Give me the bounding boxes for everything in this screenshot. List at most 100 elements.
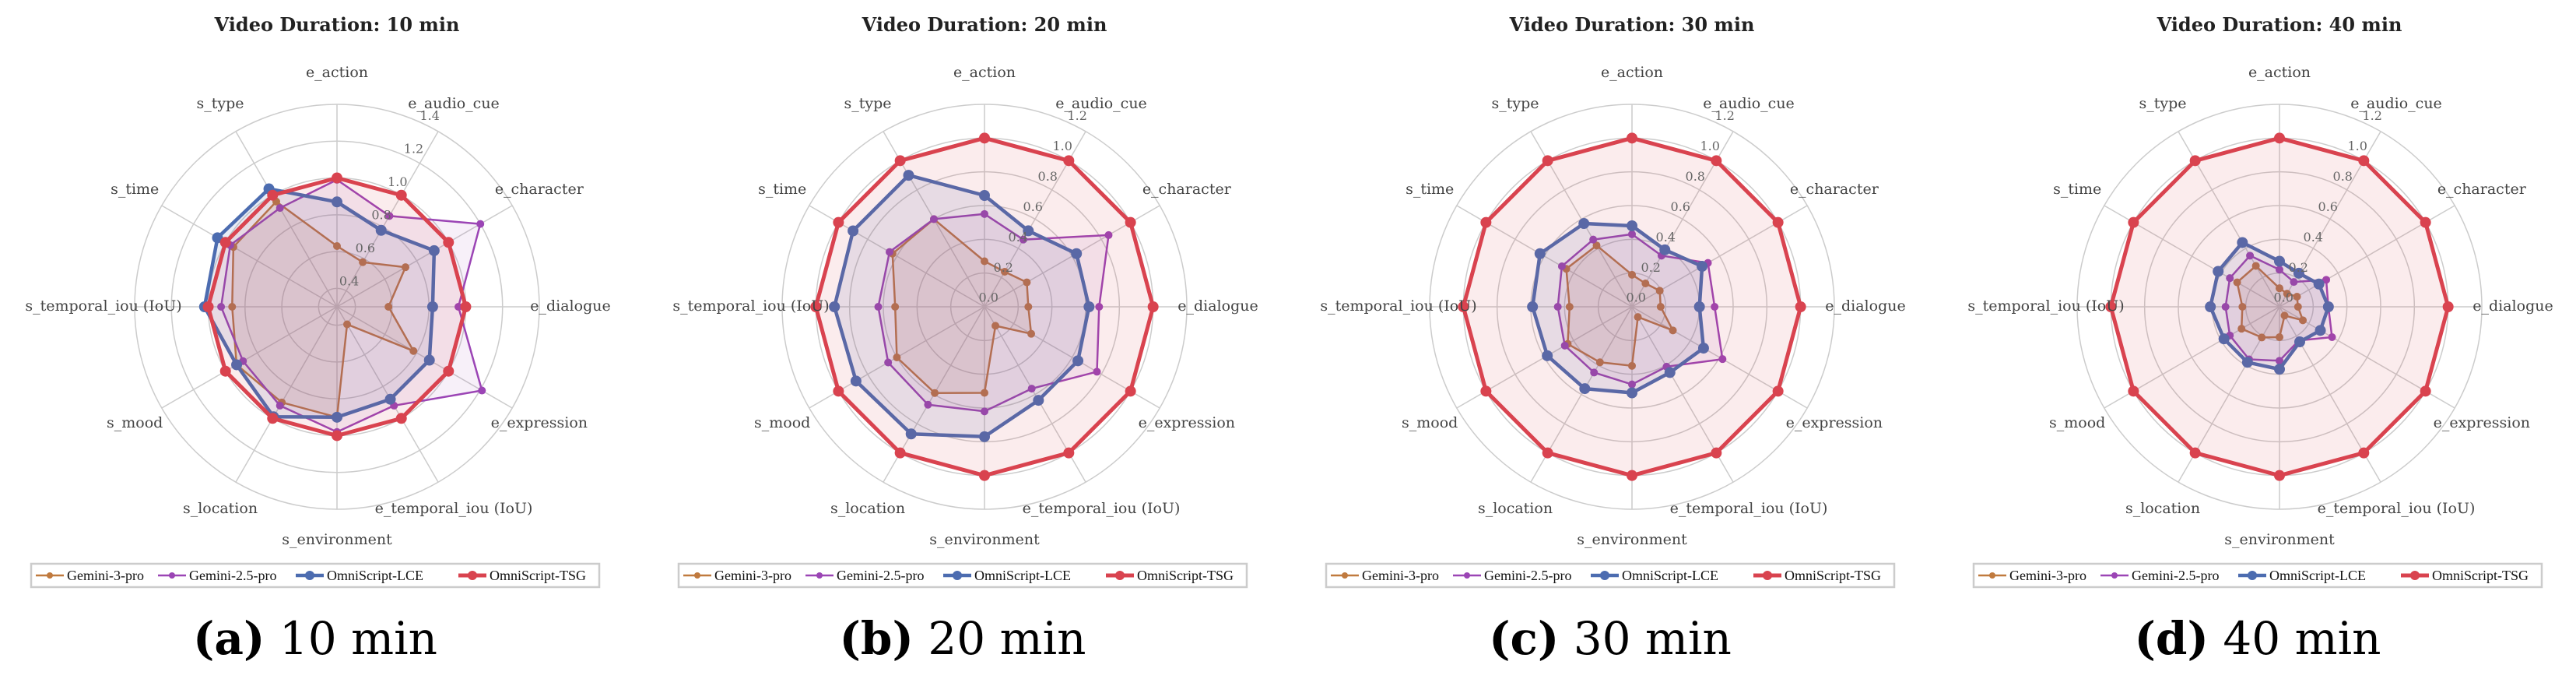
series-Gemini-3-pro-point-s_type — [2251, 262, 2260, 270]
legend: Gemini-3-pro Gemini-2.5-pro OmniScript-LCE… — [677, 562, 1248, 589]
series-OmniScript-TSG-point-e_character — [443, 237, 454, 248]
series-OmniScript-LCE-point-s_time — [848, 225, 859, 237]
series-Gemini-3-pro-point-e_action — [2276, 284, 2283, 293]
series-Gemini-3-pro-point-e_action — [333, 242, 341, 250]
axis-label: s_temporal_iou (IoU) — [1967, 297, 2124, 315]
series-OmniScript-TSG-point-e_character — [1772, 216, 1784, 228]
caption-space — [2209, 612, 2223, 665]
axis-label: s_type — [2139, 95, 2186, 112]
series-Gemini-3-pro-point-e_audio_cue — [1641, 279, 1650, 287]
caption-space — [1559, 612, 1573, 665]
series-OmniScript-TSG-point-e_expression — [443, 365, 454, 377]
legend-marker-Gemini-3-pro — [1989, 572, 1995, 579]
series-Gemini-3-pro-point-e_action — [1628, 270, 1636, 279]
radar-panel-2: Video Duration: 20 min 0.0 0.2 0.4 0.6 0.8 1.0… — [672, 13, 1258, 665]
legend-label: OmniScript-TSG — [490, 568, 586, 583]
series-OmniScript-TSG-point-e_expression — [1772, 385, 1784, 397]
series-OmniScript-LCE-point-e_expression — [2315, 325, 2326, 336]
series-OmniScript-TSG-point-s_location — [1542, 447, 1553, 459]
axis-label: s_location — [2125, 500, 2200, 517]
series-OmniScript-TSG-point-s_type — [1542, 155, 1553, 167]
radial-tick-label: 0.6 — [1023, 199, 1043, 214]
axis-label: e_expression — [2434, 414, 2530, 431]
legend-marker-OmniScript-LCE — [2248, 571, 2257, 580]
series-OmniScript-LCE-point-s_time — [212, 232, 223, 244]
grid-spoke — [161, 205, 338, 308]
series-Gemini-3-pro-point-e_character — [2293, 293, 2301, 301]
series-Gemini-3-pro-point-s_temporal_iou (IoU) — [228, 303, 237, 311]
legend-label: Gemini-3-pro — [2009, 568, 2086, 583]
series-OmniScript-TSG-point-s_type — [267, 189, 279, 201]
series-Gemini-2.5-pro-point-e_action — [2276, 266, 2283, 274]
radial-tick-label: 1.0 — [388, 174, 407, 189]
series-OmniScript-LCE-point-e_dialogue — [426, 301, 438, 312]
series-OmniScript-LCE-point-e_action — [1627, 220, 1637, 231]
series-OmniScript-LCE-point-e_expression — [423, 354, 435, 366]
series-Gemini-3-pro-point-s_mood — [2237, 325, 2246, 333]
series-Gemini-3-pro-point-s_environment — [2276, 333, 2283, 341]
caption-text: 30 min — [1574, 612, 1732, 665]
axis-label: e_expression — [491, 414, 588, 431]
series-Gemini-2.5-pro-point-e_expression — [478, 386, 486, 395]
series-OmniScript-TSG-point-s_type — [894, 155, 906, 167]
legend-label: OmniScript-TSG — [1785, 568, 1881, 583]
series-Gemini-2.5-pro-point-e_audio_cue — [1019, 235, 1027, 244]
series-Gemini-3-pro-point-e_audio_cue — [2283, 290, 2291, 298]
series-Gemini-3-pro-point-e_dialogue — [1024, 303, 1033, 311]
legend-marker-Gemini-2.5-pro — [1464, 572, 1470, 579]
chart-title: Video Duration: 40 min — [2157, 13, 2402, 36]
series-Gemini-2.5-pro-point-s_time — [1557, 262, 1566, 270]
series-Gemini-2.5-pro-point-s_temporal_iou (IoU) — [217, 303, 226, 311]
series-OmniScript-TSG-point-s_location — [267, 413, 279, 424]
series-Gemini-2.5-pro-point-s_time — [2226, 274, 2234, 283]
axis-label: e_temporal_iou (IoU) — [1023, 500, 1181, 517]
caption-text: 10 min — [279, 612, 437, 665]
axis-label: s_location — [830, 500, 905, 517]
series-Gemini-2.5-pro-point-e_dialogue — [454, 303, 462, 311]
radial-tick-label: 0.0 — [1627, 290, 1646, 305]
legend-label: OmniScript-TSG — [1137, 568, 1234, 583]
series-OmniScript-TSG-point-e_audio_cue — [395, 189, 407, 201]
series-OmniScript-TSG-point-s_time — [1480, 216, 1492, 228]
caption-label: (c) — [1489, 612, 1559, 665]
series-Gemini-2.5-pro-point-s_environment — [1628, 380, 1636, 389]
series-OmniScript-LCE-point-e_dialogue — [1693, 301, 1705, 312]
series-Gemini-2.5-pro-point-s_type — [2246, 252, 2255, 260]
series-OmniScript-TSG-point-e_temporal_iou (IoU) — [2358, 447, 2370, 459]
series-Gemini-2.5-pro-point-s_location — [1590, 368, 1599, 377]
series-Gemini-2.5-pro-point-e_dialogue — [1095, 303, 1104, 311]
series-Gemini-2.5-pro-point-s_temporal_iou (IoU) — [1553, 303, 1562, 311]
series-Gemini-2.5-pro-point-e_expression — [1718, 355, 1727, 364]
series-OmniScript-TSG-point-s_time — [2128, 216, 2139, 228]
series-Gemini-2.5-pro-point-s_type — [275, 204, 284, 213]
radial-tick-label: 0.2 — [2289, 260, 2308, 275]
axis-label: e_audio_cue — [1055, 95, 1147, 112]
legend-marker-Gemini-2.5-pro — [816, 572, 823, 579]
caption-label: (a) — [193, 612, 265, 665]
series-Gemini-3-pro-point-s_type — [1592, 241, 1601, 250]
series-OmniScript-TSG-point-s_location — [2189, 447, 2201, 459]
legend-marker-OmniScript-TSG — [1763, 571, 1772, 580]
series-Gemini-2.5-pro-point-e_action — [981, 209, 988, 218]
axis-label: e_character — [495, 181, 584, 198]
series-OmniScript-TSG-point-s_time — [833, 216, 844, 228]
radial-tick-label: 0.0 — [979, 290, 998, 305]
series-Gemini-3-pro-point-s_location — [2258, 333, 2266, 342]
series-OmniScript-LCE-point-s_time — [1534, 248, 1546, 259]
series-Gemini-3-pro-point-e_dialogue — [384, 303, 393, 311]
axis-label: s_type — [196, 95, 244, 112]
series-OmniScript-TSG-point-s_environment — [332, 430, 342, 442]
series-Gemini-2.5-pro-point-e_character — [1104, 230, 1113, 239]
caption-space — [265, 612, 279, 665]
series-Gemini-2.5-pro-point-s_type — [1589, 235, 1598, 244]
axis-label: s_environment — [929, 531, 1040, 548]
series-Gemini-2.5-pro-point-s_type — [930, 215, 938, 223]
series-Gemini-2.5-pro-point-s_time — [886, 248, 894, 256]
series-OmniScript-LCE-point-s_mood — [850, 375, 862, 387]
series-OmniScript-LCE-point-s_environment — [979, 431, 990, 442]
series-OmniScript-TSG-line — [813, 135, 1156, 478]
axis-label: e_audio_cue — [408, 95, 500, 112]
axis-label: s_temporal_iou (IoU) — [672, 297, 829, 315]
legend-marker-OmniScript-TSG — [468, 571, 477, 580]
